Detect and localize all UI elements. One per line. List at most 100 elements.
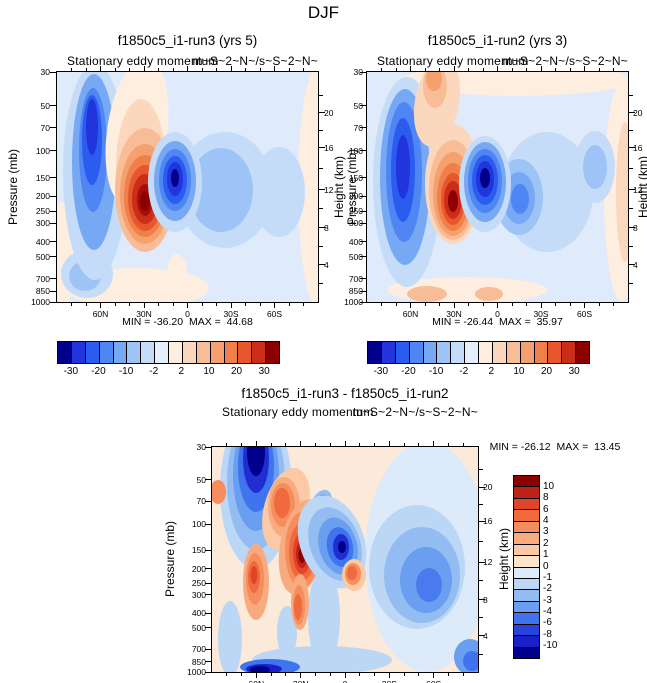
- height-tick-mark: [319, 227, 325, 229]
- colorbar-tick-label: -20: [401, 366, 416, 377]
- contour-blob: [583, 145, 607, 189]
- lat-tick-label: 60S: [419, 679, 449, 683]
- lat-tick-mark: [418, 673, 420, 676]
- contour-blob: [480, 168, 490, 188]
- colorbar-segment: [505, 342, 520, 363]
- colorbar-tick-label: 2: [178, 366, 185, 377]
- lat-tick-mark: [288, 68, 290, 71]
- lat-tick-mark: [201, 303, 203, 306]
- pressure-tick-label: 200: [35, 191, 50, 202]
- lat-tick-mark: [100, 66, 101, 71]
- panel-tr-title: f1850c5_i1-run2 (yrs 3): [427, 33, 568, 48]
- lat-tick-mark: [172, 303, 174, 306]
- lat-tick-mark: [468, 68, 469, 71]
- contour-blob: [448, 190, 458, 212]
- lat-tick-mark: [584, 66, 585, 71]
- lat-tick-mark: [613, 303, 614, 306]
- colorbar-segment: [514, 509, 539, 521]
- plot-frame-tl: [56, 71, 319, 303]
- height-minor-tick-mark: [319, 283, 323, 285]
- colorbar-tick-label: 20: [231, 366, 243, 377]
- panel-tr-subtitle: Stationary eddy momentum m~S~2~N~/s~S~2~…: [367, 54, 628, 68]
- colorbar-segment: [514, 635, 539, 647]
- lat-tick-mark: [598, 303, 600, 306]
- height-tick-mark: [479, 561, 485, 563]
- pressure-tick-label: 500: [35, 251, 50, 262]
- lat-tick-mark: [381, 303, 382, 306]
- colorbar-tick-label: -1: [543, 571, 552, 583]
- lat-tick-label: 60S: [576, 309, 593, 319]
- lat-tick-mark: [187, 66, 188, 71]
- height-minor-tick-mark: [319, 168, 323, 170]
- lat-tick-mark: [511, 68, 513, 71]
- height-tick-mark: [629, 189, 635, 191]
- panel-tr-units-label: m~S~2~N~/s~S~2~N~: [502, 54, 628, 68]
- height-minor-tick-mark: [319, 129, 323, 131]
- panel-bot-variable-label: Stationary eddy momentum: [222, 405, 374, 419]
- pressure-tick-mark: [205, 523, 211, 525]
- pressure-tick-label: 70: [196, 496, 206, 507]
- contour-blob: [171, 169, 179, 187]
- pressure-axis-label-bot: Pressure (mb): [163, 520, 177, 598]
- colorbar-segment: [519, 342, 534, 363]
- height-tick-label: 20: [483, 482, 493, 493]
- pressure-tick-mark: [50, 177, 56, 179]
- lat-tick-mark: [418, 443, 420, 446]
- lat-tick-mark: [359, 443, 361, 446]
- pressure-tick-label: 50: [353, 100, 363, 111]
- height-tick-mark: [319, 112, 325, 114]
- lat-tick-mark: [329, 673, 331, 676]
- colorbar-segment: [547, 342, 562, 363]
- height-tick-label: 4: [633, 259, 638, 270]
- height-tick-mark: [319, 147, 325, 149]
- contour-blob: [426, 72, 442, 91]
- colorbar-segment: [181, 342, 196, 363]
- lat-tick-label: 60S: [266, 309, 283, 319]
- lat-tick-mark: [329, 443, 331, 446]
- lat-tick-mark: [359, 673, 361, 676]
- lat-tick-mark: [201, 68, 203, 71]
- pressure-tick-mark: [360, 195, 366, 197]
- panel-tl-title: f1850c5_i1-run3 (yrs 5): [117, 33, 258, 48]
- colorbar-segment: [84, 342, 99, 363]
- lat-tick-mark: [462, 443, 464, 446]
- contour-blob: [475, 287, 503, 301]
- lat-tick-mark: [462, 673, 464, 676]
- colorbar-segment: [575, 342, 589, 363]
- height-tick-label: 4: [483, 630, 488, 641]
- lat-tick-mark: [497, 303, 498, 308]
- pressure-tick-mark: [50, 290, 56, 292]
- colorbar-segment: [533, 342, 548, 363]
- height-minor-tick-mark: [319, 208, 323, 210]
- lat-tick-mark: [245, 303, 246, 306]
- contour-blob: [189, 148, 253, 232]
- panel-bot-subtitle: Stationary eddy momentum m~S~2~N~/s~S~2~…: [212, 405, 478, 419]
- panel-tl-variable-label: Stationary eddy momentum: [67, 54, 219, 68]
- colorbar-tick-label: -2: [149, 366, 159, 377]
- lat-tick-mark: [245, 68, 246, 71]
- lat-tick-mark: [300, 441, 302, 446]
- lat-tick-mark: [187, 303, 188, 308]
- lat-tick-label: 30N: [446, 309, 462, 319]
- colorbar-tick-label: 8: [543, 492, 549, 504]
- height-minor-tick-mark: [479, 541, 483, 543]
- pressure-tick-label: 250: [348, 206, 363, 217]
- lat-tick-mark: [158, 68, 159, 71]
- pressure-tick-label: 250: [191, 578, 206, 589]
- height-minor-tick-mark: [479, 617, 483, 619]
- colorbar-segment: [223, 342, 238, 363]
- colorbar-segment: [514, 589, 539, 601]
- contour-blob: [86, 99, 98, 155]
- contour-blob: [167, 254, 187, 290]
- colorbar-tr: [367, 341, 590, 364]
- height-tick-label: 12: [483, 557, 493, 568]
- pressure-tick-label: 500: [348, 251, 363, 262]
- lat-tick-mark: [569, 68, 571, 71]
- colorbar-segment: [408, 342, 423, 363]
- lat-tick-mark: [344, 441, 346, 446]
- lat-tick-mark: [424, 68, 426, 71]
- colorbar-segment: [514, 543, 539, 556]
- colorbar-tick-label: 1: [543, 549, 549, 561]
- panel-tl-minmax: MIN = -36.20 MAX = 44.68: [122, 316, 253, 328]
- height-minor-tick-mark: [479, 503, 483, 505]
